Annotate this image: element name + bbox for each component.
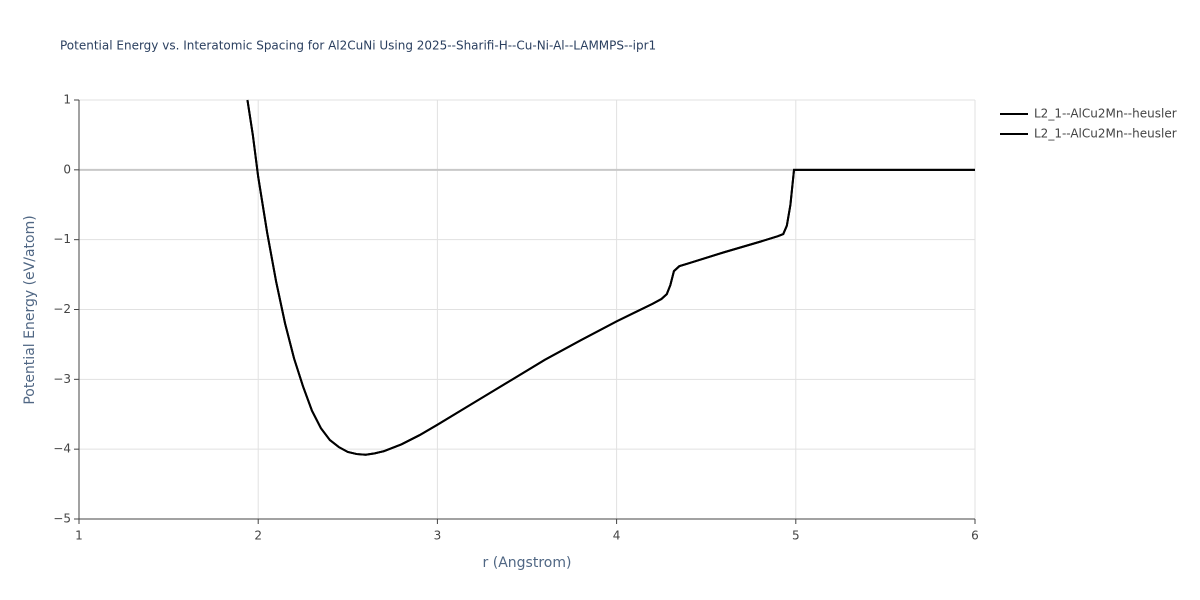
chart-title: Potential Energy vs. Interatomic Spacing…	[60, 39, 656, 53]
y-tick-label: −3	[53, 372, 71, 386]
x-tick-label: 3	[434, 529, 442, 543]
line	[246, 99, 975, 456]
y-tick-label: −2	[53, 302, 71, 316]
x-axis-title: r (Angstrom)	[483, 555, 572, 571]
y-tick-label: 1	[63, 93, 71, 107]
x-tick-label: 1	[75, 529, 83, 543]
y-tick-label: 0	[63, 162, 71, 176]
y-tick-label: −4	[53, 442, 71, 456]
y-tick-label: −1	[53, 232, 71, 246]
legend-label: L2_1--AlCu2Mn--heusler	[1034, 107, 1177, 121]
x-tick-label: 4	[613, 529, 621, 543]
y-tick-label: −5	[53, 512, 71, 526]
y-axis-title: Potential Energy (eV/atom)	[22, 215, 38, 404]
plot	[246, 99, 975, 456]
legend-label: L2_1--AlCu2Mn--heusler	[1034, 127, 1177, 141]
x-tick-label: 2	[254, 529, 262, 543]
x-tick-label: 6	[971, 529, 979, 543]
x-tick-label: 5	[792, 529, 800, 543]
